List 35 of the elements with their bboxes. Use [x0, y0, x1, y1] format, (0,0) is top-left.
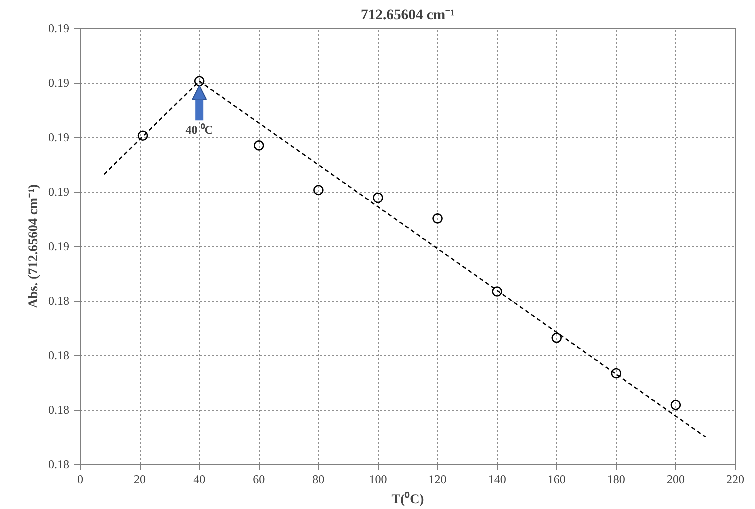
y-tick-label: 0.19 [48, 76, 70, 90]
y-tick-label: 0.18 [48, 458, 70, 472]
y-tick-label: 0.18 [48, 348, 70, 362]
x-tick-label: 80 [312, 472, 325, 486]
x-tick-label: 140 [488, 472, 506, 486]
x-tick-label: 60 [253, 472, 266, 486]
x-tick-label: 40 [194, 472, 206, 486]
y-tick-label: 0.18 [48, 403, 70, 417]
y-tick-label: 0.19 [48, 240, 70, 254]
y-tick-label: 0.19 [48, 130, 70, 144]
x-tick-label: 220 [726, 472, 744, 486]
x-tick-label: 100 [369, 472, 388, 486]
chart-title: 712.65604 cm⁻¹ [360, 8, 456, 24]
point [552, 332, 562, 344]
point [194, 76, 205, 87]
point [138, 130, 148, 142]
y-tick-label: 0.18 [48, 294, 70, 308]
point [254, 140, 264, 151]
x-tick-label: 180 [607, 472, 626, 486]
point [611, 368, 622, 379]
x-tick-label: 160 [548, 472, 566, 486]
point [492, 286, 502, 297]
y-axis-title: Abs. (712.65604 cm⁻¹) [26, 184, 40, 308]
y-tick-label: 0.19 [48, 22, 70, 36]
x-tick-label: 200 [666, 472, 685, 486]
point [373, 192, 384, 204]
point [314, 185, 324, 196]
x-tick-label: 0 [78, 472, 84, 486]
x-axis-title: T(⁰C) [392, 492, 424, 506]
point [670, 400, 682, 410]
x-tick-label: 20 [134, 472, 146, 486]
x-tick-label: 120 [428, 472, 447, 486]
y-tick-label: 0.19 [48, 185, 70, 199]
point [432, 214, 443, 224]
annotation: 40 ⁰C [186, 122, 214, 137]
